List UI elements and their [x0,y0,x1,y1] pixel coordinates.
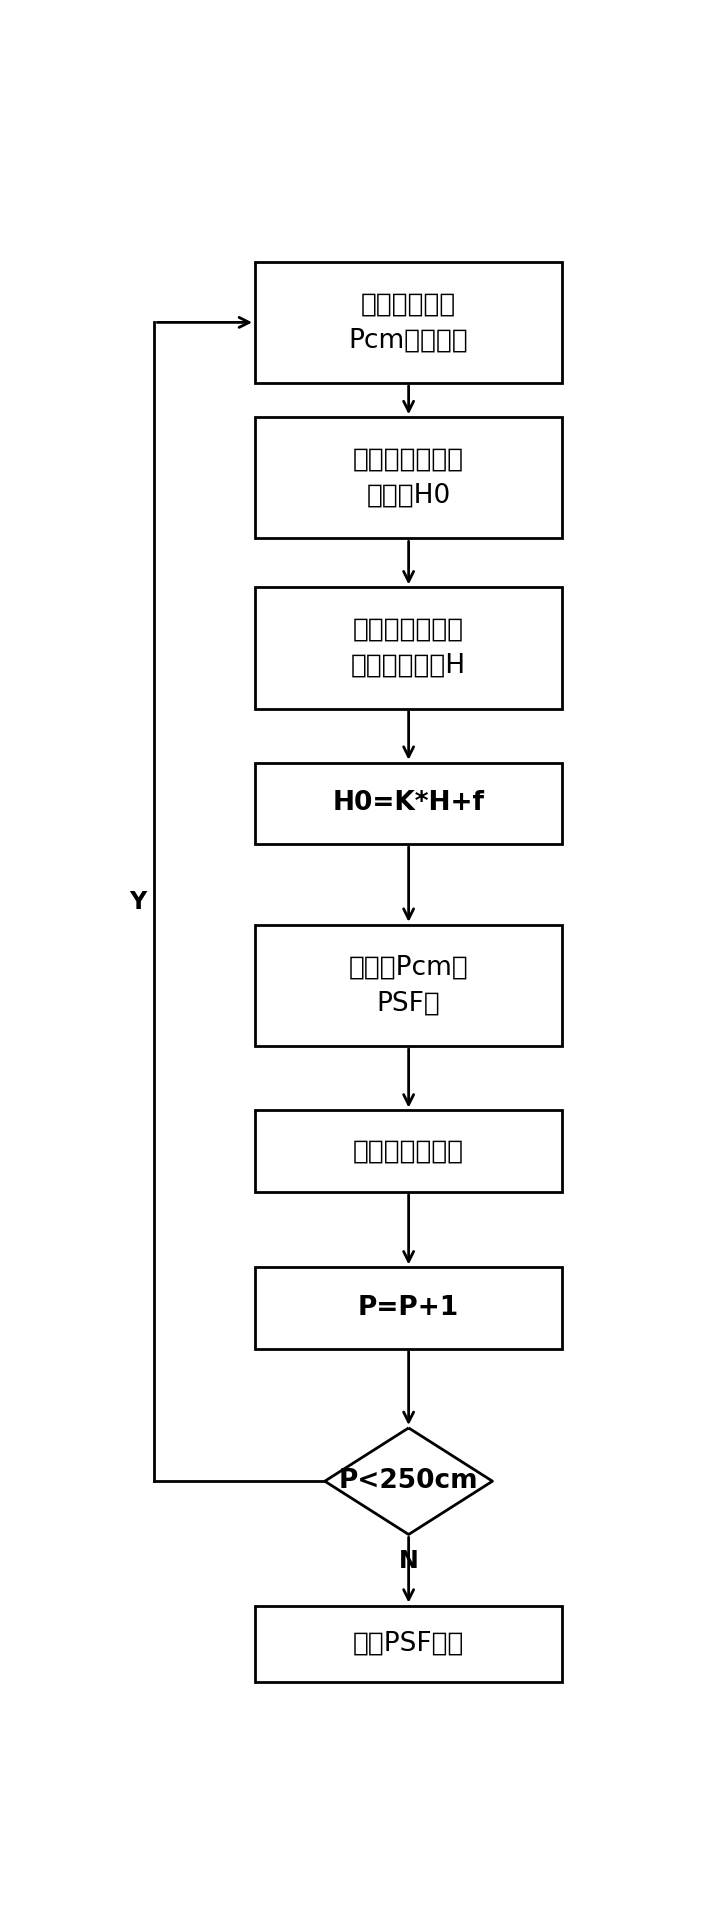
Bar [255,924,562,1046]
Text: 获取不含噪的、
较好的深度图H: 获取不含噪的、 较好的深度图H [351,617,466,678]
Text: N: N [399,1549,418,1574]
Bar [255,588,562,709]
Text: H0=K*H+f: H0=K*H+f [332,790,485,817]
Text: 获取含噪、模糊
深度图H0: 获取含噪、模糊 深度图H0 [353,446,464,509]
Text: 保存在查找表中: 保存在查找表中 [353,1138,464,1165]
Text: 计算出Pcm处
PSF值: 计算出Pcm处 PSF值 [349,955,469,1017]
Bar [255,1267,562,1349]
Text: 结束PSF估计: 结束PSF估计 [353,1632,464,1657]
Bar [255,417,562,538]
Text: P<250cm: P<250cm [339,1468,479,1493]
Text: P=P+1: P=P+1 [358,1295,459,1320]
Bar [255,763,562,844]
Bar [255,261,562,382]
Text: 获取深度值为
Pcm处场景图: 获取深度值为 Pcm处场景图 [349,292,469,354]
Text: Y: Y [129,890,146,913]
Bar [255,1605,562,1682]
Bar [255,1111,562,1192]
